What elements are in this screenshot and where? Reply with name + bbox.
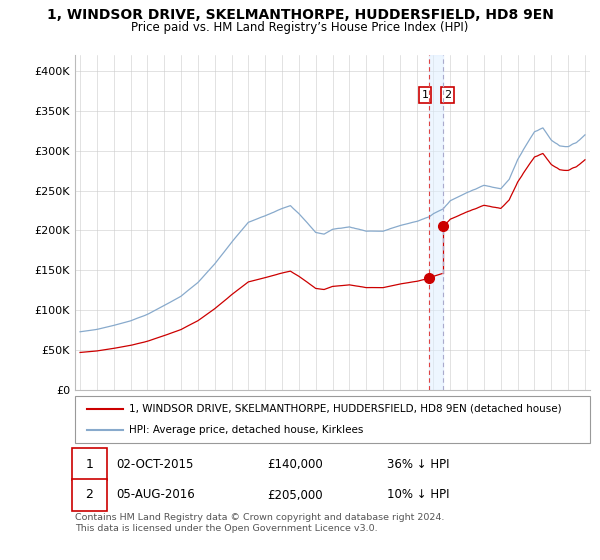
Text: 1: 1 (421, 90, 428, 100)
Text: 02-OCT-2015: 02-OCT-2015 (116, 458, 193, 471)
Text: 2: 2 (444, 90, 451, 100)
Text: 1, WINDSOR DRIVE, SKELMANTHORPE, HUDDERSFIELD, HD8 9EN: 1, WINDSOR DRIVE, SKELMANTHORPE, HUDDERS… (47, 8, 553, 22)
Text: Contains HM Land Registry data © Crown copyright and database right 2024.
This d: Contains HM Land Registry data © Crown c… (75, 513, 445, 533)
Text: £140,000: £140,000 (267, 458, 323, 471)
Text: Price paid vs. HM Land Registry’s House Price Index (HPI): Price paid vs. HM Land Registry’s House … (131, 21, 469, 34)
Text: 05-AUG-2016: 05-AUG-2016 (116, 488, 194, 502)
Text: HPI: Average price, detached house, Kirklees: HPI: Average price, detached house, Kirk… (129, 425, 364, 435)
Text: 2: 2 (85, 488, 94, 502)
Text: 1: 1 (85, 458, 94, 471)
Text: 10% ↓ HPI: 10% ↓ HPI (387, 488, 449, 502)
Text: 1, WINDSOR DRIVE, SKELMANTHORPE, HUDDERSFIELD, HD8 9EN (detached house): 1, WINDSOR DRIVE, SKELMANTHORPE, HUDDERS… (129, 404, 562, 414)
Text: 36% ↓ HPI: 36% ↓ HPI (387, 458, 449, 471)
Bar (429, 55, 443, 390)
Text: £205,000: £205,000 (267, 488, 323, 502)
